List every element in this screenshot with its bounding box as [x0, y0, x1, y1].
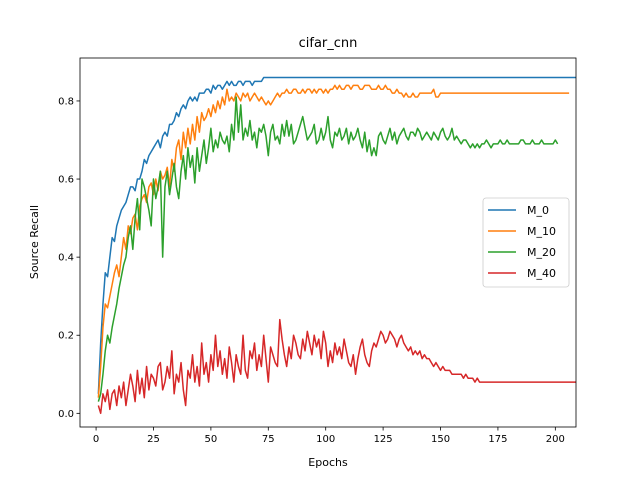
legend-label: M_40: [527, 267, 556, 280]
legend-label: M_20: [527, 246, 556, 259]
y-axis-label: Source Recall: [28, 205, 41, 279]
legend: M_0 M_10 M_20 M_40: [482, 197, 570, 288]
y-tick-label: 0.4: [58, 253, 74, 264]
axes-frame: [79, 57, 577, 428]
x-tick-label: 25: [147, 434, 160, 445]
series-line-m-40: [97, 318, 576, 415]
legend-box: [482, 197, 570, 288]
legend-label: M_0: [527, 204, 549, 217]
x-tick-label: 125: [374, 434, 393, 445]
x-tick-label: 175: [488, 434, 507, 445]
y-tick-label: 0.8: [58, 96, 74, 107]
legend-label: M_10: [527, 225, 556, 238]
plot-area: 0 25 50 75 100 125 150 175 200 0.0 0.2 0.4 0.6 0.8: [58, 57, 577, 445]
x-tick-label: 150: [431, 434, 450, 445]
x-tick-label: 200: [546, 434, 565, 445]
x-tick-label: 50: [205, 434, 218, 445]
y-tick-label: 0.0: [58, 409, 74, 420]
series-line-m-0: [97, 76, 576, 394]
series-line-m-10: [97, 84, 570, 398]
y-tick-label: 0.6: [58, 175, 74, 186]
x-tick-label: 75: [262, 434, 275, 445]
chart-title: cifar_cnn: [299, 36, 358, 51]
x-tick-label: 0: [93, 434, 99, 445]
x-tick-label: 100: [316, 434, 335, 445]
series-line-m-20: [97, 96, 559, 402]
x-axis-label: Epochs: [308, 456, 348, 469]
y-tick-label: 0.2: [58, 331, 74, 342]
